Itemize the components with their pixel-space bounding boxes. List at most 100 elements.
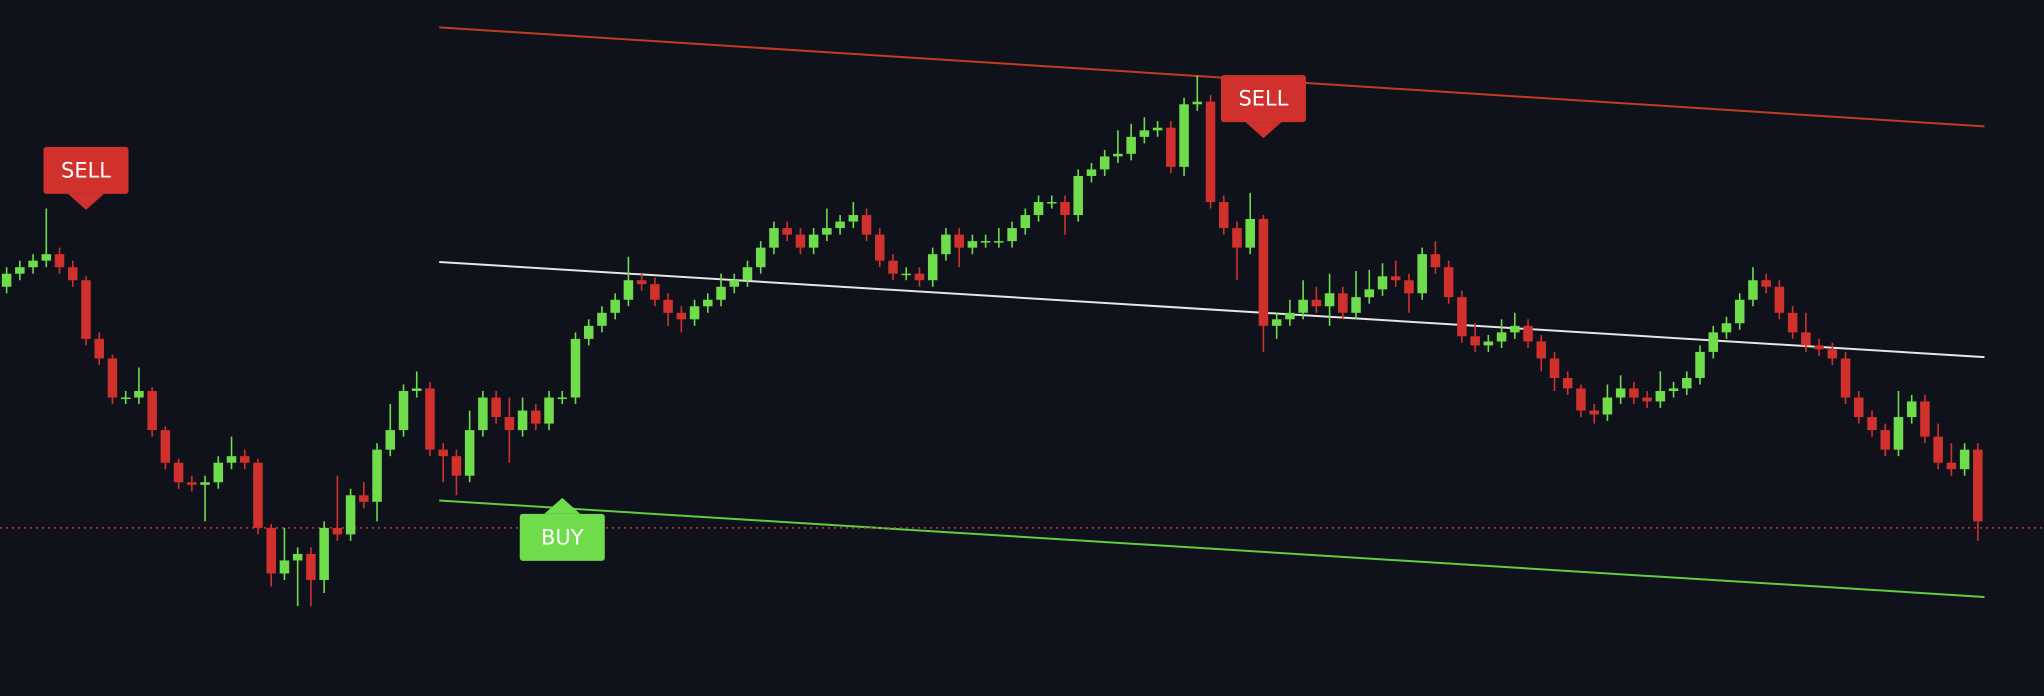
candle-body [1801,332,1811,346]
candle-body [1311,299,1322,307]
candle-body [729,280,740,287]
candle-body [213,462,224,483]
candle-body [941,234,951,255]
candle-body [425,388,435,450]
candle-body [1073,175,1083,216]
signal-label: BUY [541,525,584,549]
candle-body [160,430,171,463]
candle-body [610,299,620,313]
candle-body [544,397,554,424]
candle-body [531,410,541,424]
candle-body [1827,349,1838,359]
candle-body [517,410,528,431]
candle-body [1324,293,1335,307]
candle-body [239,456,250,463]
candle-body [1668,388,1679,392]
candle-body [1338,293,1348,313]
candle-body [1285,312,1295,320]
candle-body [94,338,104,359]
signal-arrow [544,497,581,514]
candle-body [438,449,448,457]
candle-body [1007,228,1017,242]
candle-body [1615,388,1626,398]
candle-body [359,495,369,502]
candle-body [1906,401,1917,418]
candle-body [1959,449,1970,470]
candle-body [1549,358,1560,378]
trend-line [439,260,1985,359]
candle-body [54,254,65,268]
candle-body [1602,397,1613,415]
candle-body [1033,202,1044,216]
candle-body [1060,202,1070,216]
candle-body [1020,215,1031,229]
candle-body [1470,336,1480,346]
candle-body [1139,130,1150,137]
trend-line [439,26,1985,128]
candle-body [1642,397,1652,402]
candle-body [1166,127,1176,167]
signal-arrow [1245,122,1282,139]
candle-body [570,338,581,398]
candle-body [478,397,488,431]
candle-body [1271,319,1282,326]
candle-body [861,215,872,235]
candle-body [451,456,462,476]
candle-body [980,241,991,243]
candle-body [1258,218,1269,326]
candle-body [597,312,607,326]
candle-body [28,260,38,268]
candle-body [1417,254,1427,294]
candle-body [795,234,806,248]
candle-body [1748,280,1758,300]
candle-body [253,462,263,528]
signal-marker: SELL [1220,75,1306,139]
candle-body [689,306,700,320]
candle-body [319,527,329,580]
candle-body [491,397,501,418]
candle-body [1814,345,1824,350]
candle-body [888,260,898,274]
candle-body [954,234,964,248]
candle-body [1218,202,1229,229]
candle-body [650,284,660,300]
candle-body [1920,401,1930,437]
candle-body [398,391,409,431]
signal-box [519,513,605,561]
candle-body [1404,280,1414,294]
candle-body [1854,397,1864,418]
candle-body [557,397,568,400]
candle-body [1695,351,1705,378]
candle-body [1457,297,1467,337]
candle-body [1589,410,1599,415]
candle-body [1523,325,1533,342]
candle-body [1483,341,1494,346]
signal-marker: BUY [519,497,605,561]
candle-body [822,228,832,235]
candle-body [994,241,1004,243]
candle-body [1086,169,1097,176]
candle-body [15,267,25,274]
candle-body [1562,377,1573,389]
candle-body [173,462,184,483]
candle-body [120,397,131,400]
candle-body [1708,332,1719,352]
candle-body [1047,202,1057,204]
candle-body [623,280,634,300]
candle-body [1721,323,1732,333]
candle-body [782,228,792,235]
candle-body [1787,312,1798,333]
candle-body [68,267,78,281]
candle-body [1510,325,1520,333]
candle-body [901,273,912,276]
candle-body [1496,332,1507,342]
candle-body [411,388,422,392]
candle-body [583,325,594,339]
candle-body [1933,436,1943,463]
candle-body [914,273,925,281]
candle-body [848,215,859,222]
candle-body [835,221,845,229]
candle-body [676,312,687,320]
